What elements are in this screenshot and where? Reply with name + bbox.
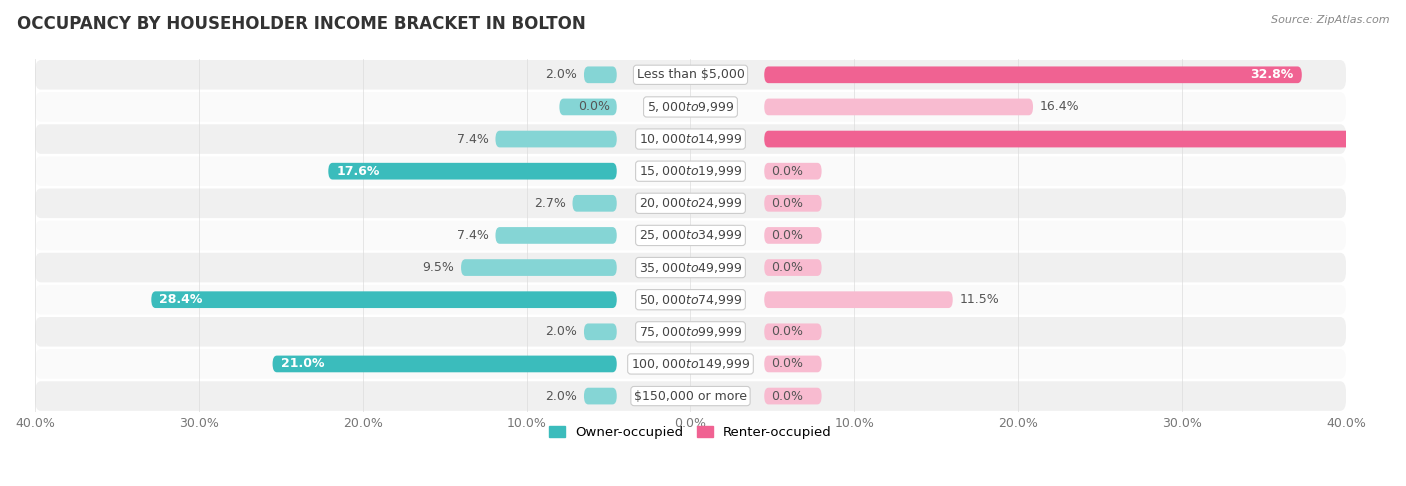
FancyBboxPatch shape — [765, 324, 821, 340]
Text: 0.0%: 0.0% — [770, 165, 803, 178]
FancyBboxPatch shape — [572, 195, 617, 212]
FancyBboxPatch shape — [152, 291, 617, 308]
Text: $50,000 to $74,999: $50,000 to $74,999 — [638, 293, 742, 307]
Text: 2.0%: 2.0% — [546, 325, 578, 338]
FancyBboxPatch shape — [765, 356, 821, 372]
Text: 0.0%: 0.0% — [770, 357, 803, 370]
FancyBboxPatch shape — [35, 253, 1346, 282]
FancyBboxPatch shape — [35, 189, 1346, 218]
Text: 39.3%: 39.3% — [1357, 133, 1400, 145]
Text: 11.5%: 11.5% — [959, 293, 1000, 306]
Text: 0.0%: 0.0% — [578, 101, 610, 113]
Text: 2.0%: 2.0% — [546, 69, 578, 81]
Text: $100,000 to $149,999: $100,000 to $149,999 — [631, 357, 751, 371]
Text: 7.4%: 7.4% — [457, 229, 489, 242]
Text: 7.4%: 7.4% — [457, 133, 489, 145]
FancyBboxPatch shape — [35, 382, 1346, 411]
FancyBboxPatch shape — [583, 67, 617, 83]
Text: 0.0%: 0.0% — [770, 390, 803, 402]
FancyBboxPatch shape — [35, 317, 1346, 347]
FancyBboxPatch shape — [495, 227, 617, 244]
FancyBboxPatch shape — [583, 388, 617, 404]
Text: $35,000 to $49,999: $35,000 to $49,999 — [638, 260, 742, 275]
Text: $25,000 to $34,999: $25,000 to $34,999 — [638, 228, 742, 243]
Text: $150,000 or more: $150,000 or more — [634, 390, 747, 402]
FancyBboxPatch shape — [35, 124, 1346, 154]
FancyBboxPatch shape — [765, 291, 953, 308]
Text: $5,000 to $9,999: $5,000 to $9,999 — [647, 100, 734, 114]
FancyBboxPatch shape — [461, 259, 617, 276]
Text: 2.0%: 2.0% — [546, 390, 578, 402]
FancyBboxPatch shape — [765, 388, 821, 404]
Text: 17.6%: 17.6% — [336, 165, 380, 178]
Text: 0.0%: 0.0% — [770, 261, 803, 274]
Text: $15,000 to $19,999: $15,000 to $19,999 — [638, 164, 742, 178]
FancyBboxPatch shape — [583, 324, 617, 340]
Text: $75,000 to $99,999: $75,000 to $99,999 — [638, 325, 742, 339]
Text: 21.0%: 21.0% — [281, 357, 325, 370]
Text: 16.4%: 16.4% — [1039, 101, 1080, 113]
FancyBboxPatch shape — [35, 60, 1346, 89]
Text: 32.8%: 32.8% — [1250, 69, 1294, 81]
FancyBboxPatch shape — [35, 92, 1346, 122]
Text: 0.0%: 0.0% — [770, 229, 803, 242]
Text: Source: ZipAtlas.com: Source: ZipAtlas.com — [1271, 15, 1389, 25]
Text: $10,000 to $14,999: $10,000 to $14,999 — [638, 132, 742, 146]
Text: 0.0%: 0.0% — [770, 197, 803, 210]
FancyBboxPatch shape — [35, 349, 1346, 379]
FancyBboxPatch shape — [35, 156, 1346, 186]
FancyBboxPatch shape — [765, 163, 821, 179]
Text: 0.0%: 0.0% — [770, 325, 803, 338]
FancyBboxPatch shape — [765, 99, 1033, 115]
Text: 2.7%: 2.7% — [534, 197, 567, 210]
FancyBboxPatch shape — [560, 99, 617, 115]
FancyBboxPatch shape — [765, 259, 821, 276]
FancyBboxPatch shape — [765, 227, 821, 244]
FancyBboxPatch shape — [35, 285, 1346, 314]
Text: 28.4%: 28.4% — [159, 293, 202, 306]
Text: OCCUPANCY BY HOUSEHOLDER INCOME BRACKET IN BOLTON: OCCUPANCY BY HOUSEHOLDER INCOME BRACKET … — [17, 15, 586, 33]
FancyBboxPatch shape — [328, 163, 617, 179]
FancyBboxPatch shape — [765, 195, 821, 212]
Text: 9.5%: 9.5% — [423, 261, 454, 274]
Text: Less than $5,000: Less than $5,000 — [637, 69, 744, 81]
FancyBboxPatch shape — [273, 356, 617, 372]
FancyBboxPatch shape — [765, 67, 1302, 83]
FancyBboxPatch shape — [35, 221, 1346, 250]
FancyBboxPatch shape — [495, 131, 617, 147]
Legend: Owner-occupied, Renter-occupied: Owner-occupied, Renter-occupied — [544, 421, 837, 444]
FancyBboxPatch shape — [765, 131, 1406, 147]
Text: $20,000 to $24,999: $20,000 to $24,999 — [638, 196, 742, 210]
